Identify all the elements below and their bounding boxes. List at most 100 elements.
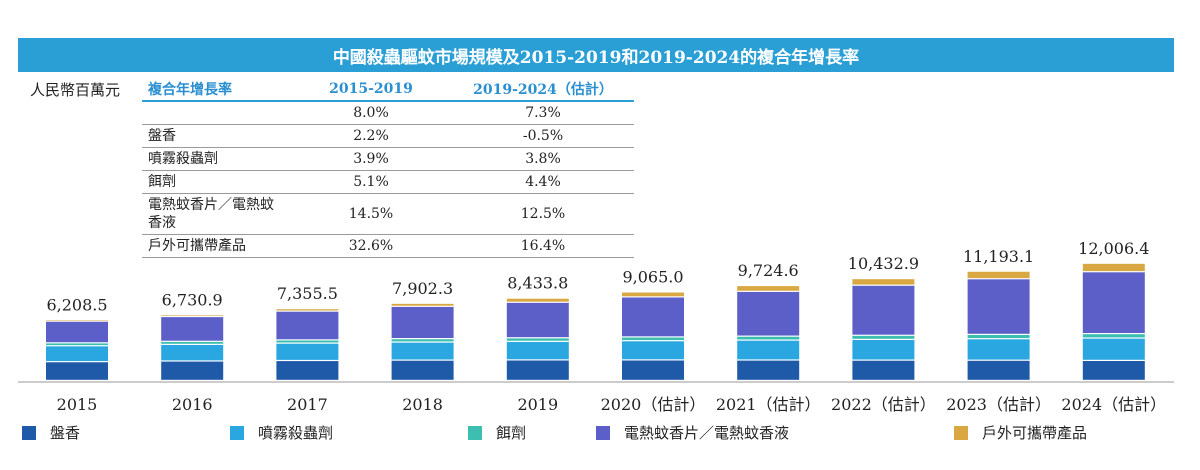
cagr-value: 2.2% — [290, 124, 452, 148]
cagr-value: 32.6% — [290, 234, 452, 258]
bar-segment — [622, 341, 684, 360]
cagr-row: 盤香 2.2% -0.5% — [142, 124, 634, 148]
legend-swatch — [230, 425, 244, 440]
legend-item: 電熱蚊香片／電熱蚊香液 — [596, 422, 789, 443]
bar-segment — [1082, 338, 1145, 360]
bar-segment — [967, 271, 1030, 279]
bar-segment — [967, 360, 1030, 380]
bar-segment — [622, 360, 684, 380]
bar-total-label: 12,006.4 — [1078, 239, 1149, 258]
bar-total-label: 6,730.9 — [162, 290, 223, 309]
cagr-value: 4.4% — [452, 170, 634, 194]
bar-segment — [161, 344, 224, 361]
cagr-value: 16.4% — [452, 234, 634, 258]
x-tick-label: 2021（估計） — [716, 395, 821, 414]
bar-segment — [622, 292, 684, 297]
legend-label: 戶外可攜帶產品 — [982, 424, 1088, 442]
cagr-row-name — [142, 101, 290, 125]
bar-segment — [622, 337, 684, 341]
bar-segment — [1082, 272, 1145, 334]
cagr-header-2015-2019: 2015-2019 — [290, 78, 452, 102]
cagr-value: 12.5% — [452, 193, 634, 235]
bar-segment — [391, 303, 454, 306]
unit-label: 人民幣百萬元 — [30, 81, 121, 99]
x-tick-label: 2018 — [402, 395, 443, 414]
bar-segment — [852, 335, 915, 339]
bar-segment — [967, 279, 1030, 334]
cagr-row: 戶外可攜帶產品 32.6% 16.4% — [142, 234, 634, 258]
bar-segment — [161, 341, 224, 344]
x-tick-label: 2023（估計） — [946, 395, 1051, 414]
legend-label: 電熱蚊香片／電熱蚊香液 — [624, 424, 790, 442]
legend-swatch — [596, 425, 610, 440]
cagr-header-label: 複合年增長率 — [142, 78, 290, 102]
legend-label: 盤香 — [50, 424, 81, 442]
cagr-value: 3.9% — [290, 147, 452, 171]
legend-swatch — [468, 425, 482, 440]
bar-segment — [46, 343, 108, 346]
cagr-row: 餌劑 5.1% 4.4% — [142, 170, 634, 194]
bar-total-label: 6,208.5 — [46, 295, 107, 314]
bar-segment — [506, 298, 569, 302]
cagr-value: 5.1% — [290, 170, 452, 194]
bar-total-label: 10,432.9 — [848, 254, 919, 273]
legend-label: 噴霧殺蟲劑 — [258, 424, 334, 442]
bar-segment — [161, 315, 224, 316]
bar-segment — [506, 360, 569, 380]
bar-segment — [1082, 334, 1145, 338]
bar-total-label: 9,724.6 — [738, 261, 799, 280]
cagr-value: 14.5% — [290, 193, 452, 235]
bar-segment — [276, 343, 339, 360]
cagr-row-name: 餌劑 — [142, 170, 290, 194]
bar-segment — [391, 339, 454, 342]
bar-segment — [276, 309, 339, 311]
x-tick-label: 2020（估計） — [601, 395, 706, 414]
bar-segment — [391, 306, 454, 339]
bar-segment — [737, 291, 800, 336]
cagr-header-2019-2024: 2019-2024（估計） — [452, 78, 634, 102]
cagr-header-row: 複合年增長率 2015-2019 2019-2024（估計） — [142, 78, 634, 102]
bar-segment — [622, 297, 684, 337]
legend-swatch — [22, 425, 36, 440]
bar-segment — [161, 361, 224, 380]
bar-segment — [737, 360, 800, 380]
bar-total-label: 11,193.1 — [963, 247, 1034, 266]
bar-segment — [1082, 263, 1145, 272]
x-tick-label: 2019 — [517, 395, 558, 414]
cagr-row-name: 戶外可攜帶產品 — [142, 234, 290, 258]
cagr-value: 7.3% — [452, 101, 634, 125]
bar-segment — [737, 340, 800, 360]
x-tick-label: 2017 — [287, 395, 328, 414]
bar-segment — [967, 334, 1030, 339]
cagr-value: -0.5% — [452, 124, 634, 148]
cagr-value: 3.8% — [452, 147, 634, 171]
x-tick-label: 2022（估計） — [831, 395, 936, 414]
bar-segment — [506, 341, 569, 360]
cagr-row: 電熱蚊香片／電熱蚊香液 14.5% 12.5% — [142, 193, 634, 235]
bar-segment — [852, 360, 915, 380]
cagr-row-name: 電熱蚊香片／電熱蚊香液 — [142, 193, 290, 235]
legend-item: 戶外可攜帶產品 — [954, 422, 1087, 443]
bar-segment — [1082, 360, 1145, 380]
bar-segment — [506, 338, 569, 341]
bar-segment — [276, 311, 339, 340]
bar-segment — [161, 317, 224, 341]
cagr-row-name: 盤香 — [142, 124, 290, 148]
bar-total-label: 7,355.5 — [277, 284, 338, 303]
x-tick-label: 2024（估計） — [1061, 395, 1166, 414]
legend-swatch — [954, 425, 968, 440]
bar-segment — [46, 320, 108, 321]
bar-segment — [852, 285, 915, 335]
cagr-row-name: 噴霧殺蟲劑 — [142, 147, 290, 171]
bar-segment — [391, 360, 454, 380]
legend-label: 餌劑 — [496, 424, 527, 442]
legend-item: 噴霧殺蟲劑 — [230, 422, 333, 443]
cagr-value: 8.0% — [290, 101, 452, 125]
legend-item: 盤香 — [22, 422, 80, 443]
bar-segment — [46, 321, 108, 343]
bar-segment — [506, 302, 569, 338]
bar-segment — [46, 362, 108, 380]
bar-segment — [967, 339, 1030, 360]
x-tick-label: 2015 — [57, 395, 98, 414]
